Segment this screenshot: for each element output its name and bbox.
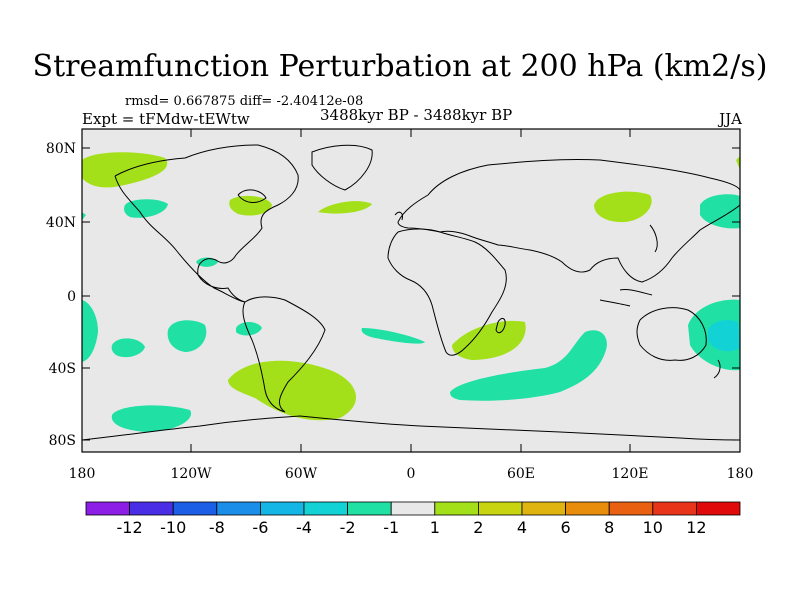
- region-south-pacific-1: [167, 320, 207, 352]
- region-arctic-pacific: [82, 152, 168, 188]
- stats-text: rmsd= 0.667875 diff= -2.40412e-08: [125, 94, 364, 109]
- colorbar-label: 10: [643, 518, 663, 537]
- region-north-atlantic: [318, 201, 372, 214]
- map-background: [82, 129, 740, 452]
- region-indian-ocean: [452, 320, 526, 360]
- map-title: Streamfunction Perturbation at 200 hPa (…: [32, 49, 768, 84]
- colorbar-swatch: [652, 501, 697, 516]
- colorbar-swatch: [259, 501, 305, 516]
- colorbar-label: 1: [430, 518, 440, 537]
- colorbar-swatch: [434, 501, 479, 516]
- colorbar-swatch: [216, 501, 261, 516]
- colorbar-swatch: [565, 501, 610, 516]
- region-south-pacific-far: [111, 405, 192, 432]
- colorbar-label: 2: [473, 518, 483, 537]
- region-southern-ocean-tongue: [450, 330, 607, 401]
- region-south-pacific-3: [236, 322, 262, 336]
- region-east-pacific-north: [700, 194, 740, 229]
- lat-label-40s: 40S: [49, 361, 76, 377]
- lon-label-60w: 60W: [285, 466, 318, 482]
- colorbar-label: -1: [383, 518, 399, 537]
- coast-greenland: [311, 144, 373, 191]
- region-australia-core: [708, 320, 740, 352]
- season-label: JJA: [719, 110, 742, 128]
- coast-madagascar: [495, 317, 506, 334]
- coast-australia: [636, 307, 707, 361]
- coast-uk: [394, 211, 403, 221]
- colorbar-label: -4: [296, 518, 312, 537]
- colorbar-swatch: [303, 501, 348, 516]
- lon-label-120w: 120W: [170, 466, 212, 482]
- region-west-pacific-edge: [82, 212, 86, 220]
- lon-label-60e: 60E: [507, 466, 535, 482]
- lat-label-40n: 40N: [46, 215, 76, 231]
- region-south-pacific-2: [111, 338, 145, 358]
- region-south-atlantic: [361, 328, 425, 344]
- colorbar-label: 6: [561, 518, 571, 537]
- lat-label-80n: 80N: [46, 141, 76, 157]
- colorbar-swatch: [696, 501, 741, 516]
- colorbar-swatch: [129, 501, 174, 516]
- colorbar-label: -10: [160, 518, 186, 537]
- region-pacific-edge: [736, 156, 740, 170]
- colorbar-swatch: [172, 501, 218, 516]
- colorbar-swatch: [347, 501, 392, 516]
- colorbar-label: -12: [117, 518, 143, 537]
- coast-north-america: [114, 144, 299, 303]
- positive-regions: [82, 152, 740, 421]
- colorbar-label: 4: [517, 518, 527, 537]
- region-north-pacific: [124, 199, 168, 218]
- colorbar-swatch: [608, 501, 654, 516]
- lat-label-0: 0: [67, 289, 76, 305]
- coast-south-america: [242, 296, 326, 413]
- coast-japan: [649, 224, 658, 253]
- lon-label-180w: 180: [69, 466, 96, 482]
- region-west-edge-south: [82, 300, 98, 362]
- lon-label-120e: 120E: [612, 466, 649, 482]
- colorbar-label: 8: [604, 518, 614, 537]
- lon-label-0: 0: [407, 466, 416, 482]
- colorbar-label: -2: [340, 518, 356, 537]
- coast-africa: [387, 228, 507, 356]
- colorbar-label: -6: [252, 518, 268, 537]
- colorbar-swatch: [521, 501, 566, 516]
- colorbar-label: 12: [686, 518, 706, 537]
- region-east-asia: [594, 191, 652, 223]
- coast-indonesia: [599, 289, 653, 307]
- region-south-america: [228, 360, 357, 421]
- colorbar-swatch: [390, 501, 436, 516]
- coast-antarctica: [81, 415, 741, 441]
- colorbar-swatch: [85, 501, 130, 516]
- negative-regions: [82, 194, 740, 432]
- coastlines: [81, 144, 741, 441]
- axis-ticks: [81, 129, 741, 452]
- coast-hudson-bay: [237, 189, 267, 203]
- colorbar: -12 -10 -8 -6 -4 -2 -1 1 2 4 6 8 10 12: [85, 501, 741, 537]
- experiment-label: Expt = tFMdw-tEWtw: [82, 110, 250, 128]
- period-label: 3488kyr BP - 3488kyr BP: [320, 106, 513, 124]
- region-gulf: [196, 257, 218, 267]
- coast-new-zealand: [713, 359, 721, 379]
- colorbar-swatch: [477, 501, 523, 516]
- colorbar-label: -8: [209, 518, 225, 537]
- lon-label-180e: 180: [727, 466, 754, 482]
- lat-label-80s: 80S: [49, 433, 76, 449]
